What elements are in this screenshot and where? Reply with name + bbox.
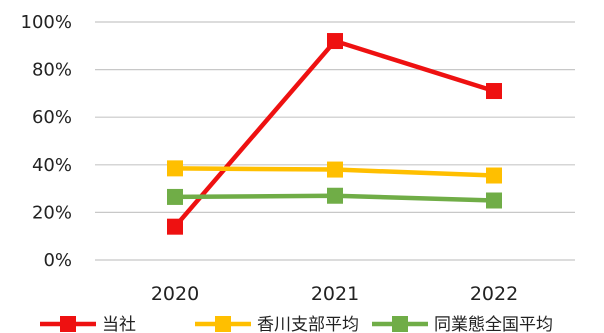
legend-swatch-marker <box>60 316 76 332</box>
data-point <box>327 187 343 204</box>
y-tick-label: 0% <box>43 250 72 271</box>
legend-label: 同業態全国平均 <box>434 315 553 333</box>
data-point <box>486 167 502 184</box>
legend-item: 香川支部平均 <box>195 315 359 333</box>
series-3 <box>167 187 502 209</box>
legend-item: 当社 <box>40 315 136 333</box>
data-point <box>486 192 502 209</box>
series-2 <box>167 160 502 184</box>
y-tick-label: 80% <box>32 60 72 81</box>
legend-label: 当社 <box>102 315 136 333</box>
y-axis-ticks: 0% 20% 40% 60% 80% 100% <box>21 12 72 271</box>
x-tick-label: 2020 <box>151 283 199 305</box>
y-tick-label: 60% <box>32 107 72 128</box>
data-point <box>167 218 183 235</box>
x-axis-ticks: 2020 2021 2022 <box>151 283 518 305</box>
y-tick-label: 100% <box>21 12 72 33</box>
data-point <box>486 83 502 100</box>
x-tick-label: 2022 <box>470 283 518 305</box>
legend: 当社 香川支部平均 同業態全国平均 <box>40 315 553 333</box>
data-point <box>327 161 343 178</box>
data-point <box>327 33 343 50</box>
legend-swatch-marker <box>392 316 408 332</box>
legend-swatch-marker <box>215 316 231 332</box>
y-tick-label: 20% <box>32 202 72 223</box>
series-1 <box>167 33 502 235</box>
legend-label: 香川支部平均 <box>257 315 359 333</box>
data-point <box>167 188 183 205</box>
series-lines <box>167 33 502 235</box>
legend-item: 同業態全国平均 <box>372 315 553 333</box>
data-point <box>167 160 183 177</box>
x-tick-label: 2021 <box>311 283 359 305</box>
y-tick-label: 40% <box>32 155 72 176</box>
